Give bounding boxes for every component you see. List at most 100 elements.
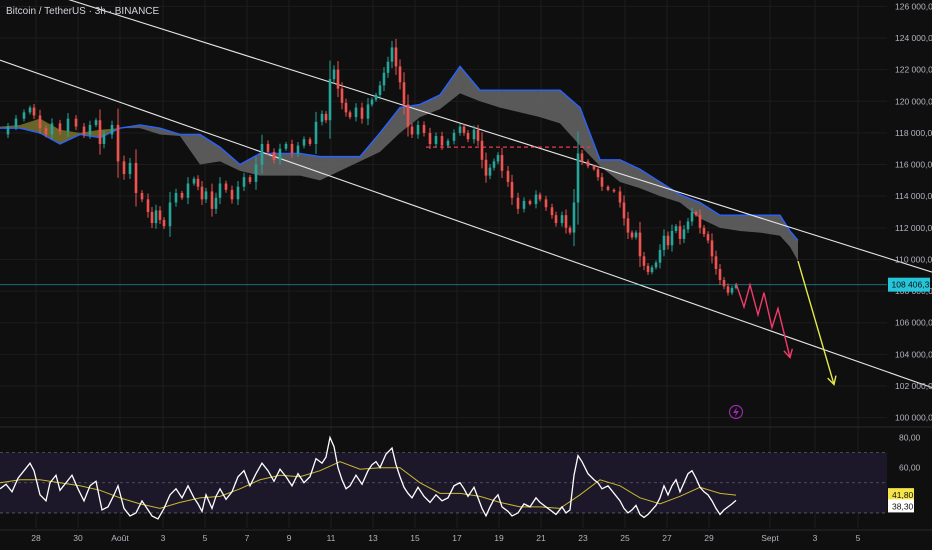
- cloud-segment-bearish: [720, 215, 740, 231]
- candle: [458, 123, 462, 136]
- candle-body: [102, 134, 106, 144]
- candle: [596, 165, 600, 181]
- cloud-segment-bearish: [180, 134, 200, 165]
- candle: [710, 233, 714, 264]
- candle: [398, 59, 402, 90]
- rsi-ma-tag-bg: [888, 488, 914, 502]
- date-tick-label: 23: [578, 533, 588, 543]
- candle: [730, 285, 734, 295]
- candle: [260, 134, 264, 174]
- candle-body: [666, 235, 670, 246]
- date-axis: 28 30 Août 3 5 7 9 11 13 15 17 19 21 23 25 27 29 Sept 3 5: [31, 533, 860, 543]
- candle: [214, 192, 218, 214]
- candle: [394, 38, 398, 75]
- candle-body: [248, 177, 252, 182]
- price-tick-label: 116 000,00: [895, 160, 932, 170]
- candle-body: [722, 280, 726, 287]
- price-tick-label: 106 000,00: [895, 318, 932, 328]
- candle: [686, 217, 690, 233]
- candle-body: [638, 232, 642, 257]
- candle-body: [622, 202, 626, 219]
- candle-body: [630, 232, 634, 238]
- rsi-ma-value: 41,80: [892, 490, 914, 500]
- cloud-segment-bearish: [700, 202, 720, 228]
- candle-body: [706, 234, 710, 241]
- candle-body: [544, 199, 548, 208]
- candle-body: [606, 186, 610, 190]
- candle: [654, 260, 658, 270]
- candle: [210, 183, 214, 217]
- price-tick-label: 122 000,00: [895, 65, 932, 75]
- candle-body: [224, 183, 228, 190]
- candle: [370, 97, 374, 107]
- candle: [134, 149, 138, 207]
- candle: [236, 180, 240, 206]
- candle: [224, 180, 228, 193]
- current-price-tag-bg: [888, 277, 930, 292]
- candle: [606, 185, 610, 192]
- candle-body: [340, 88, 344, 103]
- price-tick-label: 124 000,00: [895, 33, 932, 43]
- candle: [550, 203, 554, 219]
- candle-body: [682, 229, 686, 239]
- candle-body: [278, 148, 282, 160]
- candle-body: [44, 128, 48, 135]
- candle: [690, 207, 694, 226]
- date-tick-label: 5: [203, 533, 208, 543]
- candle: [110, 120, 114, 139]
- candle: [658, 244, 662, 269]
- candle-body: [650, 267, 654, 273]
- candle: [284, 141, 288, 151]
- alert-icon-ring: [728, 404, 744, 420]
- candle: [402, 72, 406, 115]
- candle: [140, 190, 144, 203]
- candle: [50, 118, 54, 140]
- candle-body: [134, 162, 138, 194]
- candle: [726, 283, 730, 296]
- candle-body: [354, 107, 358, 118]
- candle: [600, 172, 604, 191]
- candle: [528, 199, 532, 206]
- rsi-tick-label: 60,00: [899, 463, 921, 473]
- candle-body: [328, 79, 332, 121]
- candle-body: [458, 126, 462, 133]
- candle-body: [462, 126, 466, 133]
- candle-body: [484, 159, 488, 176]
- candle-body: [658, 249, 662, 263]
- candle: [472, 125, 476, 144]
- candle-body: [534, 194, 538, 205]
- candle: [390, 41, 394, 69]
- rsi-value: 38,30: [892, 501, 914, 511]
- candle-body: [290, 143, 294, 154]
- candle: [248, 175, 252, 185]
- candle: [484, 152, 488, 183]
- candle-body: [272, 151, 276, 160]
- candle-body: [214, 197, 218, 209]
- price-tick-label: 110 000,00: [895, 254, 932, 264]
- main-grid: [0, 0, 887, 528]
- candle: [28, 105, 32, 115]
- candle: [94, 118, 98, 128]
- candle: [612, 188, 616, 193]
- symbol-title[interactable]: Bitcoin / TetherUS · 3h · BINANCE: [6, 6, 160, 17]
- candle-body: [690, 212, 694, 222]
- candle-body: [38, 115, 42, 129]
- ichimoku-cloud: [0, 66, 798, 262]
- candle-body: [476, 129, 480, 141]
- rsi-ma-tag: 41,80: [888, 488, 914, 502]
- date-tick-label: 21: [536, 533, 546, 543]
- date-tick-label: Sept: [761, 533, 779, 543]
- cloud-segment-bullish: [40, 118, 60, 144]
- candle-body: [612, 189, 616, 192]
- candle-body: [554, 215, 558, 224]
- candle: [416, 120, 420, 139]
- candle-body: [654, 262, 658, 268]
- candle-body: [366, 104, 370, 119]
- candle-body: [410, 126, 414, 135]
- candle: [204, 187, 208, 203]
- candle-body: [398, 66, 402, 83]
- candle: [516, 192, 520, 214]
- candle: [666, 231, 670, 250]
